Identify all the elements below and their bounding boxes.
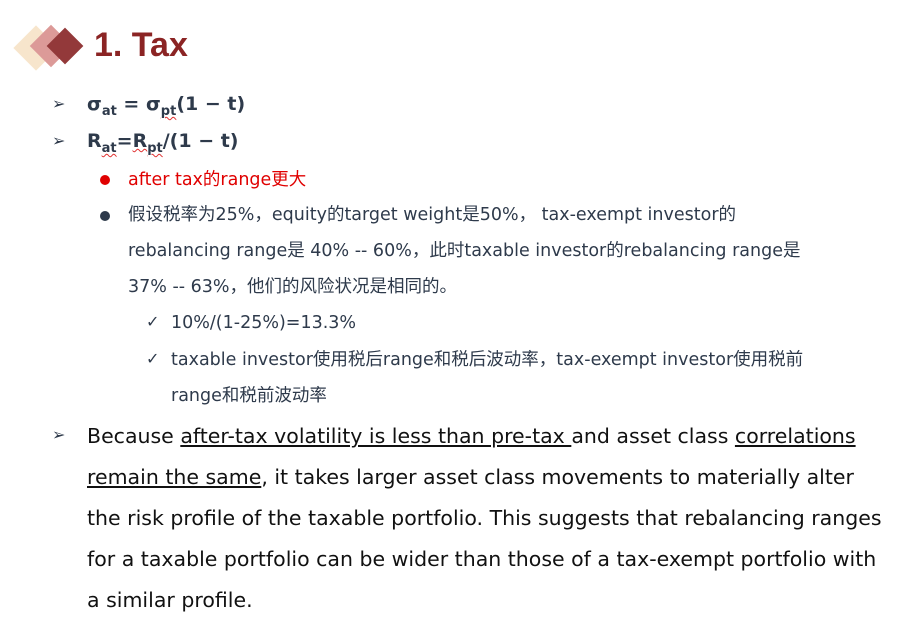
explanation-paragraph: Because after-tax volatility is less tha… <box>87 424 882 612</box>
gray-bullet-icon <box>100 211 110 221</box>
formula-sigma: σat = σpt(1 − t) <box>87 93 246 119</box>
formula-return: Rat=Rpt/(1 − t) <box>87 130 239 156</box>
red-bullet-text: after tax的range更大 <box>128 170 307 190</box>
slide-title: 1. Tax <box>94 26 188 64</box>
red-bullet-icon <box>100 175 110 185</box>
check-icon: ✓ <box>146 349 160 368</box>
arrow-bullet-icon: ➢ <box>52 425 66 444</box>
arrow-bullet-icon: ➢ <box>52 131 66 150</box>
check-icon: ✓ <box>146 312 160 331</box>
check-item-2: taxable investor使用税后range和税后波动率，tax-exem… <box>171 350 804 406</box>
arrow-bullet-icon: ➢ <box>52 94 66 113</box>
check-item-1: 10%/(1-25%)=13.3% <box>171 313 357 333</box>
diamond-logo-icon <box>13 24 94 72</box>
gray-bullet-text: 假设税率为25%，equity的target weight是50%， tax-e… <box>128 205 801 297</box>
